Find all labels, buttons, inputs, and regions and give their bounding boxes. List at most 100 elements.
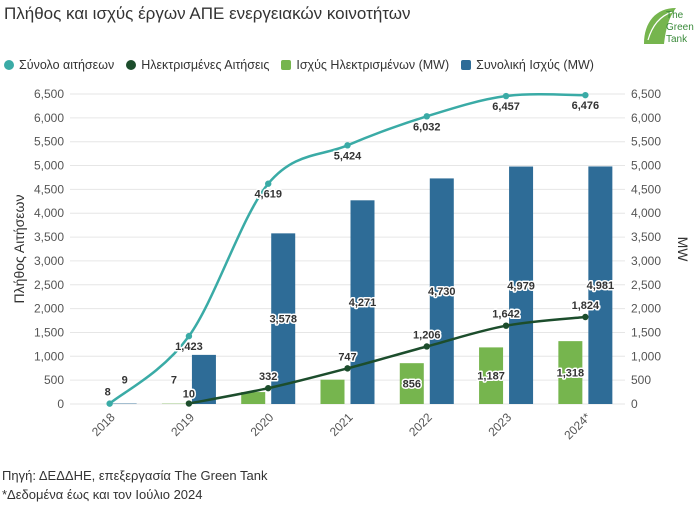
legend-item-0: Σύνολο αιτήσεων bbox=[4, 58, 114, 72]
line-point bbox=[265, 180, 272, 187]
legend-label-0: Σύνολο αιτήσεων bbox=[19, 58, 115, 72]
y-tick-left: 3,000 bbox=[34, 254, 64, 268]
label-total-mw: 4,730 bbox=[428, 286, 456, 298]
label-electrified-applications: 1,206 bbox=[413, 329, 441, 341]
logo-line3: Tank bbox=[666, 34, 688, 45]
y-tick-left: 0 bbox=[57, 397, 64, 411]
y-tick-right: 4,500 bbox=[631, 182, 661, 196]
y-axis-title-right: MW bbox=[675, 237, 691, 263]
bar-electrified-mw bbox=[399, 363, 424, 404]
y-tick-left: 6,500 bbox=[34, 87, 64, 101]
x-tick-label: 2021 bbox=[327, 410, 356, 439]
label-total-applications: 6,476 bbox=[572, 100, 600, 112]
y-tick-right: 4,000 bbox=[631, 206, 661, 220]
label-total-applications: 4,619 bbox=[254, 189, 282, 201]
source-note: Πηγή: ΔΕΔΔΗΕ, επεξεργασία The Green Tank bbox=[2, 468, 268, 483]
bar-total-mw bbox=[588, 166, 613, 404]
label-total-mw: 9 bbox=[122, 375, 128, 387]
line-point bbox=[423, 113, 430, 120]
bar-electrified-mw bbox=[320, 379, 345, 404]
line-point bbox=[423, 343, 430, 350]
chart-legend: Σύνολο αιτήσεων Ηλεκτρισμένες Αιτήσεις Ισχ… bbox=[4, 58, 594, 72]
y-tick-left: 1,000 bbox=[34, 349, 64, 363]
label-total-applications: 8 bbox=[105, 387, 111, 399]
y-tick-left: 5,000 bbox=[34, 159, 64, 173]
label-total-applications: 1,423 bbox=[175, 341, 203, 353]
bar-total-mw bbox=[350, 200, 375, 404]
y-tick-right: 500 bbox=[631, 373, 651, 387]
bar-electrified-mw bbox=[558, 341, 583, 404]
the-green-tank-logo: The Green Tank bbox=[640, 4, 698, 48]
label-total-mw: 4,979 bbox=[507, 280, 535, 292]
y-tick-left: 6,000 bbox=[34, 111, 64, 125]
y-tick-right: 3,000 bbox=[631, 254, 661, 268]
label-total-mw: 4,981 bbox=[587, 280, 615, 292]
y-tick-right: 5,500 bbox=[631, 135, 661, 149]
line-point bbox=[185, 332, 193, 340]
legend-item-1: Ηλεκτρισμένες Αιτήσεις bbox=[126, 58, 269, 72]
line-point bbox=[502, 322, 510, 329]
bar-total-mw bbox=[429, 178, 454, 404]
chart-plot: 0 0 500 500 1,000 1,000 1,500 1,500 2,000 2,000 2,… bbox=[11, 87, 691, 442]
legend-swatch-2 bbox=[281, 60, 292, 70]
legend-swatch-0 bbox=[4, 60, 14, 70]
x-tick-label: 2018 bbox=[89, 410, 118, 439]
legend-swatch-3 bbox=[461, 60, 472, 70]
line-point bbox=[502, 92, 510, 100]
legend-item-3: Συνολική Ισχύς (MW) bbox=[461, 58, 594, 72]
logo-line1: The bbox=[666, 10, 684, 21]
y-tick-left: 1,500 bbox=[34, 325, 64, 339]
y-tick-left: 2,000 bbox=[34, 302, 64, 316]
label-total-mw: 3,578 bbox=[269, 314, 297, 326]
y-tick-right: 0 bbox=[631, 397, 638, 411]
legend-item-2: Ισχύς Ηλεκτρισμένων (MW) bbox=[281, 58, 449, 72]
legend-label-3: Συνολική Ισχύς (MW) bbox=[476, 58, 594, 72]
label-electrified-applications: 1,642 bbox=[492, 309, 520, 321]
logo-leaf-icon: The Green Tank bbox=[644, 8, 694, 45]
label-electrified-applications: 332 bbox=[259, 371, 277, 383]
label-electrified-applications: 1,824 bbox=[572, 300, 600, 312]
bar-total-mw bbox=[271, 233, 296, 404]
line-point bbox=[582, 91, 589, 99]
x-tick-label: 2020 bbox=[248, 410, 277, 439]
legend-label-2: Ισχύς Ηλεκτρισμένων (MW) bbox=[296, 58, 450, 72]
line-point bbox=[185, 400, 193, 407]
y-tick-right: 6,500 bbox=[631, 87, 661, 101]
label-electrified-mw: 1,187 bbox=[477, 371, 505, 383]
label-electrified-applications: 747 bbox=[338, 351, 356, 363]
y-tick-left: 500 bbox=[44, 373, 64, 387]
label-total-applications: 6,032 bbox=[413, 121, 441, 133]
y-tick-left: 3,500 bbox=[34, 230, 64, 244]
footnote: *Δεδομένα έως και τον Ιούλιο 2024 bbox=[2, 487, 203, 502]
bar-total-mw bbox=[191, 354, 216, 404]
label-electrified-mw: 856 bbox=[403, 379, 421, 391]
legend-label-1: Ηλεκτρισμένες Αιτήσεις bbox=[141, 58, 270, 72]
line-point bbox=[582, 313, 589, 321]
x-tick-label: 2019 bbox=[168, 410, 197, 439]
line-point bbox=[106, 400, 113, 407]
label-total-mw: 4,271 bbox=[349, 297, 377, 309]
y-tick-left: 4,500 bbox=[34, 182, 64, 196]
line-point bbox=[344, 365, 351, 372]
y-tick-right: 5,000 bbox=[631, 159, 661, 173]
y-tick-right: 2,000 bbox=[631, 302, 661, 316]
y-tick-right: 1,000 bbox=[631, 349, 661, 363]
label-total-applications: 6,457 bbox=[492, 101, 520, 113]
y-tick-right: 3,500 bbox=[631, 230, 661, 244]
label-electrified-mw: 1,318 bbox=[557, 368, 585, 380]
x-tick-label: 2022 bbox=[406, 410, 435, 439]
logo-line2: Green bbox=[666, 22, 694, 33]
y-tick-right: 2,500 bbox=[631, 278, 661, 292]
bar-electrified-mw bbox=[241, 392, 266, 404]
line-point bbox=[265, 384, 272, 392]
label-electrified-mw: 7 bbox=[171, 375, 177, 387]
y-tick-left: 4,000 bbox=[34, 206, 64, 220]
label-total-applications: 5,424 bbox=[334, 150, 362, 162]
bar-electrified-mw bbox=[479, 347, 504, 404]
x-tick-label: 2024* bbox=[561, 410, 593, 442]
y-tick-left: 5,500 bbox=[34, 135, 64, 149]
y-tick-right: 6,000 bbox=[631, 111, 661, 125]
y-axis-title-left: Πλήθος Αιτήσεων bbox=[11, 195, 27, 304]
bar-total-mw bbox=[509, 166, 534, 404]
y-tick-left: 2,500 bbox=[34, 278, 64, 292]
